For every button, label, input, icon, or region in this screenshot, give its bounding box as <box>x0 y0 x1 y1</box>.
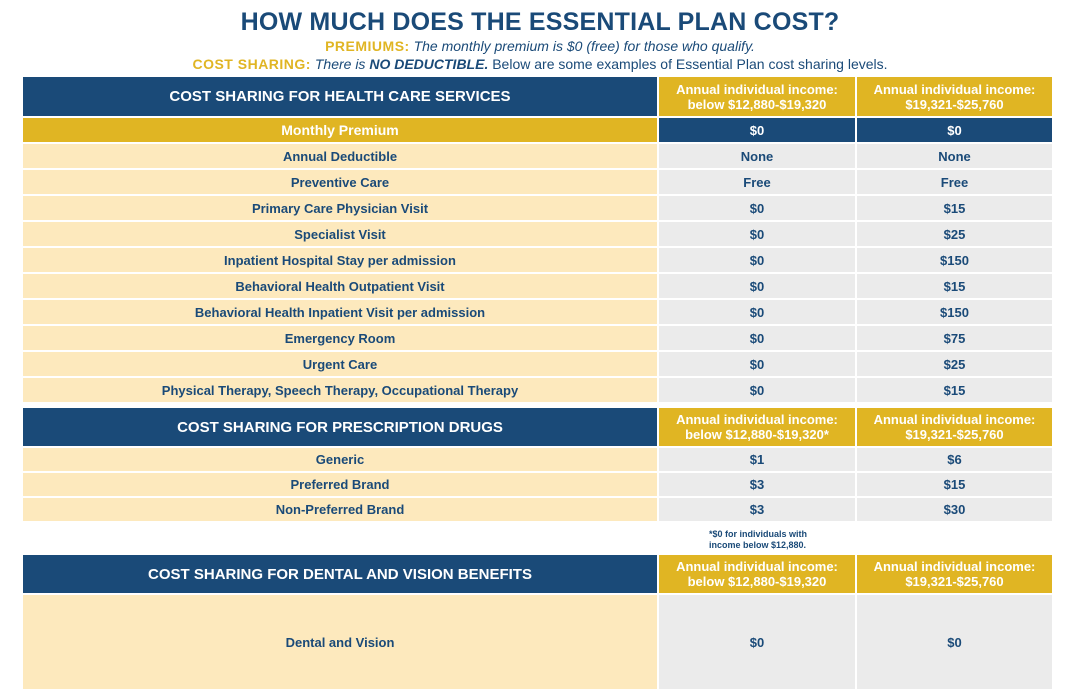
row-label: Behavioral Health Outpatient Visit <box>23 274 657 298</box>
row-label: Generic <box>23 448 657 471</box>
row-value-income-2: None <box>857 144 1052 168</box>
cost-sharing-label: COST SHARING: <box>192 56 311 72</box>
row-value-income-1: $0 <box>659 248 855 272</box>
row-value-income-1: None <box>659 144 855 168</box>
cost-sharing-text-2: Below are some examples of Essential Pla… <box>492 56 888 72</box>
row-value-income-1: $3 <box>659 473 855 496</box>
row-value-income-2: $75 <box>857 326 1052 350</box>
no-deductible-text: NO DEDUCTIBLE. <box>369 56 489 72</box>
drugs-col1-header: Annual individual income: below $12,880-… <box>659 408 855 446</box>
row-value-income-1: $3 <box>659 498 855 521</box>
row-label: Primary Care Physician Visit <box>23 196 657 220</box>
row-label: Physical Therapy, Speech Therapy, Occupa… <box>23 378 657 402</box>
row-value-income-1: $0 <box>659 378 855 402</box>
monthly-premium-value-1: $0 <box>659 118 855 142</box>
page-title: HOW MUCH DOES THE ESSENTIAL PLAN COST? <box>240 8 840 36</box>
row-label: Specialist Visit <box>23 222 657 246</box>
health-section-header: COST SHARING FOR HEALTH CARE SERVICES <box>23 77 657 116</box>
row-value-income-1: $0 <box>659 352 855 376</box>
row-value-income-1: $0 <box>659 326 855 350</box>
dental-col1-header: Annual individual income: below $12,880-… <box>659 555 855 593</box>
dental-section-header: COST SHARING FOR DENTAL AND VISION BENEF… <box>23 555 657 593</box>
row-label: Urgent Care <box>23 352 657 376</box>
row-value-income-1: $0 <box>659 300 855 324</box>
row-label: Dental and Vision <box>23 595 657 689</box>
row-value-income-2: $25 <box>857 222 1052 246</box>
row-label: Inpatient Hospital Stay per admission <box>23 248 657 272</box>
row-value-income-2: $15 <box>857 196 1052 220</box>
drugs-footnote: *$0 for individuals with income below $1… <box>709 529 808 550</box>
dental-col2-header: Annual individual income: $19,321-$25,76… <box>857 555 1052 593</box>
row-value-income-2: $150 <box>857 248 1052 272</box>
row-value-income-1: $0 <box>659 222 855 246</box>
health-col2-header: Annual individual income: $19,321-$25,76… <box>857 77 1052 116</box>
row-value-income-2: $150 <box>857 300 1052 324</box>
prescription-drugs-table: COST SHARING FOR PRESCRIPTION DRUGS Annu… <box>23 408 1052 521</box>
row-value-income-1: $0 <box>659 595 855 689</box>
row-value-income-1: Free <box>659 170 855 194</box>
premiums-line: PREMIUMS: The monthly premium is $0 (fre… <box>0 38 1080 54</box>
monthly-premium-label: Monthly Premium <box>23 118 657 142</box>
monthly-premium-value-2: $0 <box>857 118 1052 142</box>
row-value-income-2: $6 <box>857 448 1052 471</box>
row-value-income-2: Free <box>857 170 1052 194</box>
row-label: Emergency Room <box>23 326 657 350</box>
drugs-col2-header: Annual individual income: $19,321-$25,76… <box>857 408 1052 446</box>
row-label: Non-Preferred Brand <box>23 498 657 521</box>
cost-sharing-line: COST SHARING: There is NO DEDUCTIBLE. Be… <box>0 56 1080 72</box>
row-value-income-2: $15 <box>857 274 1052 298</box>
dental-vision-table: COST SHARING FOR DENTAL AND VISION BENEF… <box>23 555 1052 689</box>
row-value-income-2: $15 <box>857 378 1052 402</box>
health-col1-header: Annual individual income: below $12,880-… <box>659 77 855 116</box>
health-care-table: COST SHARING FOR HEALTH CARE SERVICES An… <box>23 77 1052 402</box>
row-value-income-2: $15 <box>857 473 1052 496</box>
premiums-text: The monthly premium is $0 (free) for tho… <box>413 38 755 54</box>
row-value-income-2: $0 <box>857 595 1052 689</box>
row-label: Annual Deductible <box>23 144 657 168</box>
row-value-income-2: $25 <box>857 352 1052 376</box>
row-value-income-2: $30 <box>857 498 1052 521</box>
row-value-income-1: $0 <box>659 274 855 298</box>
row-label: Behavioral Health Inpatient Visit per ad… <box>23 300 657 324</box>
drugs-section-header: COST SHARING FOR PRESCRIPTION DRUGS <box>23 408 657 446</box>
cost-sharing-text-1: There is <box>314 56 366 72</box>
row-value-income-1: $1 <box>659 448 855 471</box>
premiums-label: PREMIUMS: <box>325 38 410 54</box>
row-label: Preventive Care <box>23 170 657 194</box>
row-label: Preferred Brand <box>23 473 657 496</box>
row-value-income-1: $0 <box>659 196 855 220</box>
